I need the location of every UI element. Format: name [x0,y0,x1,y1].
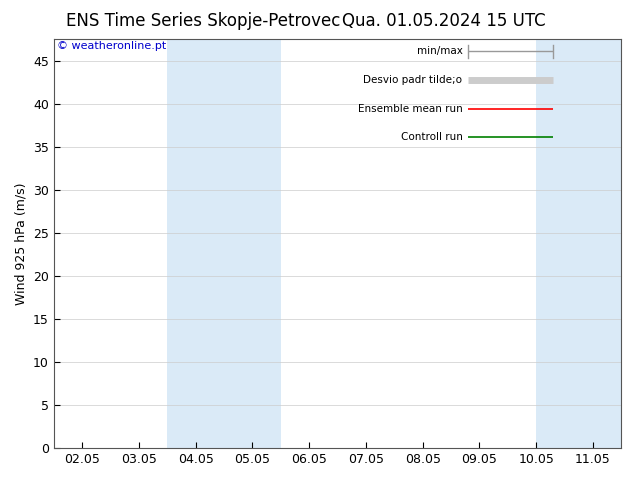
Text: Desvio padr tilde;o: Desvio padr tilde;o [363,75,462,85]
Bar [167,39,281,448]
Text: ENS Time Series Skopje-Petrovec: ENS Time Series Skopje-Petrovec [66,12,340,30]
Text: Qua. 01.05.2024 15 UTC: Qua. 01.05.2024 15 UTC [342,12,546,30]
Bar [536,39,621,448]
Text: min/max: min/max [417,47,462,56]
Text: Ensemble mean run: Ensemble mean run [358,104,462,114]
Text: Controll run: Controll run [401,132,462,143]
Text: © weatheronline.pt: © weatheronline.pt [56,41,166,51]
Y-axis label: Wind 925 hPa (m/s): Wind 925 hPa (m/s) [15,183,28,305]
